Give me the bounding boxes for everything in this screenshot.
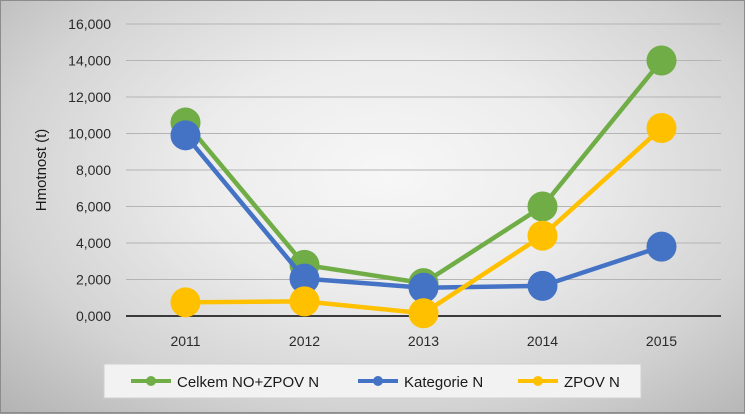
y-tick-label: 6,000 <box>76 199 111 215</box>
y-tick-label: 10,000 <box>68 126 111 142</box>
data-point <box>646 45 677 76</box>
legend-label: Kategorie N <box>404 374 483 391</box>
legend-label: ZPOV N <box>564 374 620 391</box>
data-point <box>646 113 677 144</box>
x-tick-label: 2013 <box>408 333 439 349</box>
data-point <box>408 272 439 303</box>
data-point <box>527 220 558 251</box>
data-point <box>527 270 558 301</box>
data-point <box>527 191 558 222</box>
data-point <box>646 231 677 262</box>
y-tick-label: 8,000 <box>76 162 111 178</box>
y-tick-label: 0,000 <box>76 308 111 324</box>
series-0 <box>170 45 677 299</box>
series-layer <box>170 45 677 329</box>
x-tick-label: 2012 <box>289 333 320 349</box>
legend: Celkem NO+ZPOV N Kategorie N ZPOV N <box>103 363 642 399</box>
series-line <box>183 133 663 290</box>
legend-entry: Kategorie N <box>358 374 483 391</box>
data-point <box>408 298 439 329</box>
data-point <box>170 120 201 151</box>
series-2 <box>170 113 677 329</box>
legend-label: Celkem NO+ZPOV N <box>177 374 319 391</box>
y-tick-label: 14,000 <box>68 53 111 69</box>
data-point <box>289 263 320 294</box>
data-point <box>170 287 201 318</box>
series-1 <box>170 120 677 303</box>
x-tick-label: 2011 <box>170 333 200 349</box>
legend-entry: Celkem NO+ZPOV N <box>131 374 319 391</box>
legend-swatch-marker <box>533 376 543 386</box>
y-tick-label: 16,000 <box>68 16 111 32</box>
y-tick-label: 12,000 <box>68 89 111 105</box>
x-tick-label: 2014 <box>527 333 558 349</box>
x-tick-label: 2015 <box>646 333 677 349</box>
y-tick-label: 2,000 <box>76 272 111 288</box>
legend-swatch-marker <box>373 376 383 386</box>
legend-entry: ZPOV N <box>518 374 620 391</box>
y-axis-title: Hmotnost (t) <box>33 129 50 212</box>
y-tick-label: 4,000 <box>76 235 111 251</box>
y-axis-tick-labels: 0,000 2,000 4,000 6,000 8,000 10,000 12,000 14,… <box>68 16 111 324</box>
legend-swatch-marker <box>146 376 156 386</box>
data-point <box>289 286 320 317</box>
x-axis-tick-labels: 2011 2012 2013 2014 2015 <box>170 333 677 349</box>
series-line <box>183 59 664 286</box>
